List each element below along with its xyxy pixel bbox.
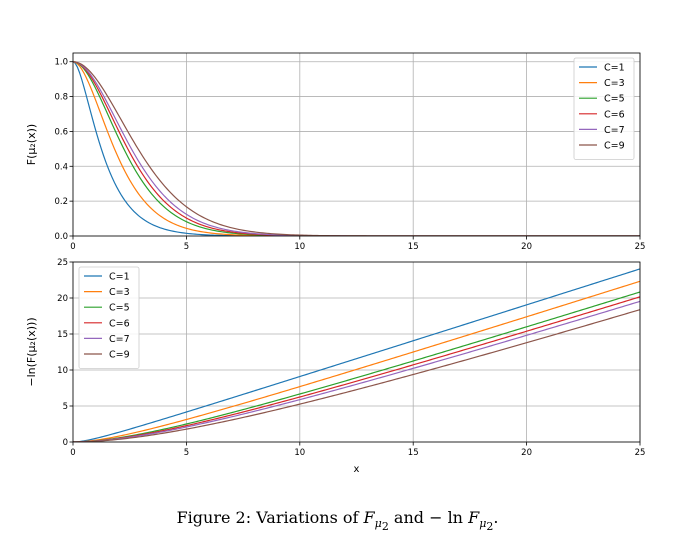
caption-prefix: Figure 2: Variations of <box>176 508 364 527</box>
series-line-c-6 <box>73 61 640 236</box>
y-tick-label: 1.0 <box>54 58 68 68</box>
caption-f-symbol: F <box>363 508 375 527</box>
legend-label: C=1 <box>604 63 625 74</box>
x-tick-label: 20 <box>521 242 532 252</box>
legend-label: C=9 <box>604 141 625 152</box>
legend-label: C=7 <box>109 334 130 345</box>
x-tick-label: 5 <box>184 448 189 458</box>
series-line-c-7 <box>73 300 640 442</box>
legend-label: C=5 <box>109 303 130 314</box>
legend-label: C=3 <box>109 287 130 298</box>
series-line-c-1 <box>73 61 640 236</box>
panel-1: 0 5 10 15 20 250.00.20.40.60.81.0F(μ₂(x))C=1C… <box>25 52 646 252</box>
series-line-c-7 <box>73 61 640 236</box>
x-tick-label: 10 <box>294 448 305 458</box>
y-tick-label: 0.0 <box>54 232 68 242</box>
series-line-c-5 <box>73 61 640 236</box>
series-line-c-6 <box>73 296 640 442</box>
y-axis-label: F(μ₂(x)) <box>25 124 38 165</box>
legend: C=1 C=3 C=5 C=6 C=7 C=9 <box>573 57 635 160</box>
axes-frame <box>72 52 641 237</box>
panel-2: 0 5 10 15 20 25 0 5 10 15 20 25 −ln(F(μ₂(x))) x C=1 C=3… <box>25 258 645 475</box>
y-tick-label: 20 <box>57 294 68 304</box>
y-tick-label: 10 <box>57 366 68 376</box>
x-axis-label: x <box>354 464 360 475</box>
y-axis-label: −ln(F(μ₂(x))) <box>25 317 38 386</box>
legend-label: C=6 <box>109 318 130 329</box>
legend-box <box>78 266 140 369</box>
x-tick-label: 10 <box>294 242 305 252</box>
x-tick-label: 25 <box>635 242 646 252</box>
series-line-c-9 <box>73 61 640 236</box>
x-tick-label: 5 <box>184 242 189 252</box>
x-tick-label: 15 <box>408 448 419 458</box>
y-tick-label: 5 <box>63 402 68 412</box>
x-tick-label: 0 <box>70 448 75 458</box>
x-tick-label: 0 <box>70 242 75 252</box>
series-line-c-9 <box>73 309 640 442</box>
x-tick-label: 15 <box>408 242 419 252</box>
legend-label: C=9 <box>109 350 130 361</box>
y-tick-label: 0.4 <box>54 162 68 172</box>
y-tick-label: 0 <box>63 438 68 448</box>
y-tick-label: 0.6 <box>54 127 68 137</box>
series-line-c-1 <box>73 268 640 442</box>
legend: C=1 C=3 C=5 C=6 C=7 C=9 <box>78 266 140 369</box>
caption-sub-index: 2 <box>381 520 389 534</box>
y-tick-label: 0.2 <box>54 197 68 207</box>
series-line-c-3 <box>73 61 640 236</box>
series-line-c-5 <box>73 291 640 442</box>
y-tick-label: 15 <box>57 330 68 340</box>
legend-label: C=5 <box>604 94 625 105</box>
x-tick-label: 25 <box>635 448 646 458</box>
caption-middle: and − ln <box>388 508 469 527</box>
figure-caption: Figure 2: Variations of Fμ2 and − ln Fμ2… <box>0 508 675 533</box>
legend-label: C=7 <box>604 125 625 136</box>
legend-label: C=3 <box>604 78 625 89</box>
caption-mu-symbol-2: μ <box>479 517 487 531</box>
caption-sub-index-2: 2 <box>486 520 494 534</box>
legend-label: C=6 <box>604 109 625 120</box>
series-line-c-3 <box>73 280 640 442</box>
legend-label: C=1 <box>109 272 130 283</box>
y-tick-label: 25 <box>57 258 68 268</box>
legend-box <box>573 57 635 160</box>
axes-frame <box>72 261 641 443</box>
caption-f-symbol-2: F <box>468 508 480 527</box>
x-tick-label: 20 <box>521 448 532 458</box>
caption-end: . <box>493 508 499 527</box>
y-tick-label: 0.8 <box>54 93 68 103</box>
caption-mu-symbol: μ <box>374 517 382 531</box>
